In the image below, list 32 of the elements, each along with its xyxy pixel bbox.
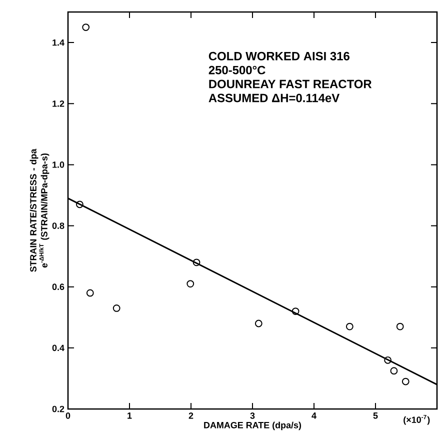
y-tick-label: 1.4 <box>52 39 64 46</box>
annotation: ASSUMED ΔH=0.114eV <box>208 94 340 102</box>
point <box>346 322 354 330</box>
point <box>384 356 392 364</box>
point <box>390 367 398 375</box>
point <box>82 24 90 31</box>
point <box>86 289 94 297</box>
x-tick-label: 4 <box>312 412 316 419</box>
x-tick-label: 3 <box>250 412 255 419</box>
y-tick-label: 0.8 <box>52 222 64 229</box>
annotation: DOUNREAY FAST REACTOR <box>209 80 372 88</box>
x-tick-label: 0 <box>66 412 70 419</box>
y-tick-label: 0.6 <box>52 284 64 290</box>
point <box>112 304 120 312</box>
x-tick-label: 1 <box>128 412 132 419</box>
x-axis-title: DAMAGE RATE (dpa/s) <box>204 422 302 430</box>
y-tick-label: 1.0 <box>52 162 64 168</box>
x-tick-label: 2 <box>188 412 194 419</box>
y-tick-label: 0.2 <box>52 406 64 412</box>
point <box>292 308 300 315</box>
point <box>186 280 194 288</box>
point <box>396 322 404 330</box>
text: (×10$^{-7}$) <box>404 414 430 425</box>
y-tick-label: 0.4 <box>52 344 64 352</box>
annotation: 250-500°C <box>208 66 266 74</box>
point <box>192 258 200 266</box>
y-tick-label: 1.2 <box>52 100 64 107</box>
point <box>76 200 84 208</box>
point <box>402 378 410 386</box>
annotation: COLD WORKED AISI 316 <box>208 52 350 60</box>
point <box>254 320 262 328</box>
x-tick-label: 5 <box>373 412 378 419</box>
